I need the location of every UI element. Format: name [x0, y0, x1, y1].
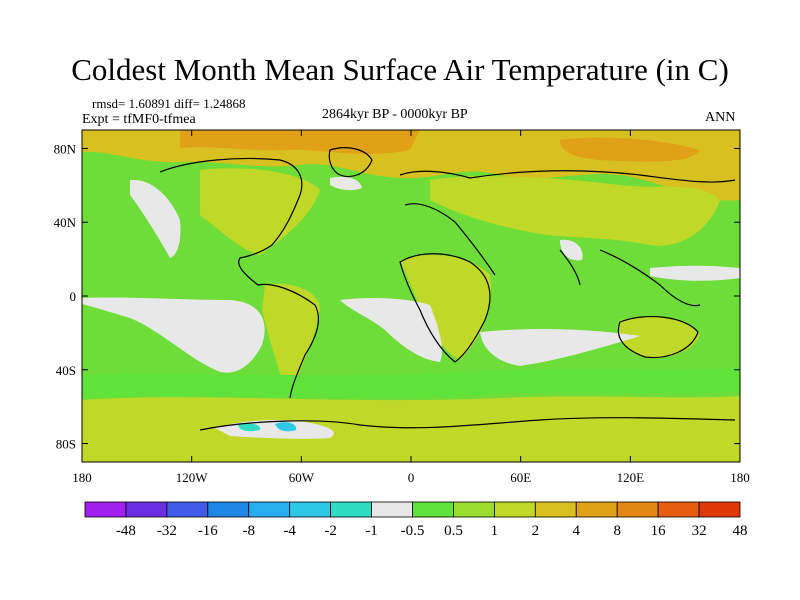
india-neutral-region: [560, 239, 583, 261]
indian-neutral-region: [480, 329, 640, 366]
greenland-coast: [328, 147, 373, 178]
lat-tick-label: 40N: [54, 215, 77, 230]
colorbar-swatch: [575, 501, 618, 518]
season-label: ANN: [705, 110, 736, 125]
map-field: [82, 130, 740, 462]
colorbar-label: -16: [198, 523, 218, 539]
colorbar-swatch: [166, 501, 209, 518]
colorbar-label: 16: [651, 523, 667, 539]
colorbar-label: 32: [692, 523, 707, 539]
eurasia-north-coast: [399, 170, 736, 183]
eurasia-warm-region: [430, 176, 720, 246]
colorbar-label: -8: [243, 523, 256, 539]
africa-warm-region: [400, 255, 491, 360]
africa-coast: [399, 253, 491, 363]
antarctica-coast: [199, 417, 736, 431]
australia-coast: [617, 315, 699, 359]
experiment-label: Expt = tfMF0-tfmea: [82, 112, 196, 127]
neast-pacific-neutral-region: [130, 179, 181, 258]
colorbar-swatch: [534, 501, 577, 518]
pacific-neutral-region: [82, 297, 265, 373]
colorbar-swatch: [453, 501, 495, 518]
period-label: 2864kyr BP - 0000kyr BP: [322, 107, 468, 122]
colorbar-swatch: [493, 501, 536, 518]
colorbar-label: -4: [283, 523, 296, 539]
cool-cyan-spot: [238, 423, 261, 432]
lon-tick-label: 120W: [176, 470, 209, 485]
samerica-coast: [257, 283, 319, 399]
axis-ticks: [81, 130, 741, 462]
north-hot-region: [180, 130, 420, 155]
coastlines: [159, 147, 736, 431]
longitude-labels: 180 120W 60W 0 60E 120E 180: [72, 470, 750, 485]
colorbar-label: -32: [157, 523, 177, 539]
seasia-coast: [599, 249, 701, 307]
namerica-warm-region: [200, 168, 320, 255]
atlantic-neutral-region: [340, 297, 442, 362]
lat-tick-label: 80S: [56, 437, 76, 452]
colorbar-label: 0.5: [444, 523, 463, 539]
lat-tick-label: 40S: [56, 363, 76, 378]
southern-green-band: [82, 368, 740, 398]
europe-coast: [404, 203, 496, 276]
lon-tick-label: 0: [408, 470, 415, 485]
colorbar-swatch: [698, 501, 741, 518]
lat-tick-label: 0: [70, 289, 77, 304]
lon-tick-label: 60E: [510, 470, 531, 485]
colorbar-label: -2: [324, 523, 337, 539]
npacific-neutral-region: [650, 265, 740, 281]
colorbar-swatch: [84, 501, 127, 518]
colorbar-swatch: [657, 501, 700, 518]
colorbar-label: 1: [491, 523, 499, 539]
lon-tick-label: 180: [72, 470, 92, 485]
colorbar: -48 -32 -16 -8 -4 -2 -1 -0.5 0.5 1 2 4 8 16 32 48: [84, 501, 748, 539]
colorbar-label: 4: [573, 523, 581, 539]
colorbar-label: -48: [116, 523, 136, 539]
colorbar-swatch: [207, 501, 250, 518]
namerica-coast: [159, 157, 303, 286]
colorbar-label: 2: [532, 523, 540, 539]
colorbar-label: -0.5: [401, 523, 425, 539]
colorbar-label: 8: [613, 523, 621, 539]
southern-warm-band: [82, 396, 740, 462]
colorbar-swatch: [248, 501, 291, 518]
siberia-hot-region: [560, 137, 700, 162]
australia-warm-region: [618, 316, 700, 359]
greenland-neutral-region: [330, 176, 362, 191]
latitude-labels: 80N 40N 0 40S 80S: [54, 141, 77, 451]
colorbar-swatch: [330, 501, 372, 518]
colorbar-swatch: [412, 501, 454, 518]
lon-tick-label: 60W: [289, 470, 315, 485]
plot-title: Coldest Month Mean Surface Air Temperatu…: [71, 52, 729, 87]
india-coast: [559, 249, 581, 286]
colorbar-swatch: [371, 501, 413, 518]
lat-tick-label: 80N: [54, 141, 77, 156]
stats-readout: rmsd= 1.60891 diff= 1.24868: [92, 96, 246, 111]
colorbar-swatch: [125, 501, 168, 518]
colorbar-label: -1: [365, 523, 378, 539]
cool-cyan-spot-2: [275, 422, 297, 432]
samerica-warm-region: [262, 283, 320, 395]
lon-tick-label: 180: [730, 470, 750, 485]
colorbar-label: 48: [733, 523, 748, 539]
colorbar-swatch: [616, 501, 659, 518]
lon-tick-label: 120E: [617, 470, 645, 485]
colorbar-swatch: [289, 501, 332, 518]
